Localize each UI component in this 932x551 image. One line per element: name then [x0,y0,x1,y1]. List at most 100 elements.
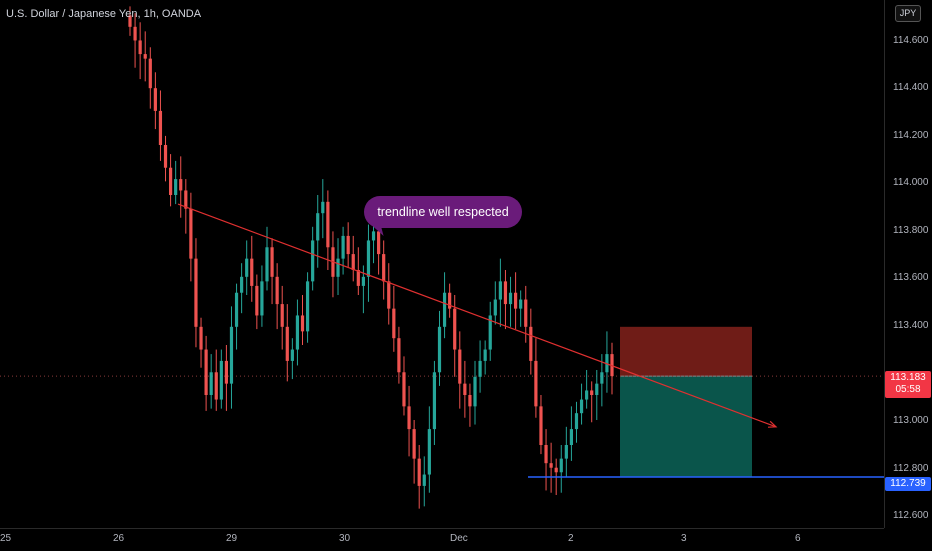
price-axis[interactable] [884,0,932,528]
candle-body [295,315,300,350]
candle-body [265,247,269,282]
candle-body [341,235,345,259]
price-tick: 113.000 [893,415,929,426]
candle-body [437,326,442,373]
candle-body [427,429,431,475]
candle-body [402,372,406,407]
candle-body [590,390,594,395]
candle-body [179,179,183,191]
candle-body [214,372,218,400]
candle-body [229,326,234,384]
candle-body [503,281,508,305]
candle-body [224,360,228,384]
time-tick: 6 [795,533,801,544]
time-tick: 3 [681,533,687,544]
candle-body [356,270,360,286]
candle-body [549,463,553,468]
candle-body [377,231,381,255]
trendline [177,203,777,428]
candle-body [158,110,163,145]
candle-body [519,299,523,309]
candle-body [539,406,543,445]
candle-body [579,399,584,414]
candle-body [458,349,462,384]
current-price-tag: 113.183 05:58 [885,371,931,398]
candle-body [204,349,208,395]
candle-body [585,390,589,400]
candle-body [184,190,188,209]
callout-annotation[interactable]: trendline well respected [364,196,522,228]
current-price-value: 113.183 [890,372,926,383]
candle-body [174,179,178,195]
candle-body [534,360,538,407]
symbol-title: U.S. Dollar / Japanese Yen, 1h, OANDA [6,8,202,20]
candle-body [569,429,574,445]
time-tick: 29 [226,533,238,544]
candle-body [387,281,391,309]
currency-badge[interactable]: JPY [895,5,921,22]
take-profit-zone [620,376,752,478]
time-axis[interactable] [0,528,884,551]
candle-body [255,285,259,316]
candle-body [321,201,325,214]
candle-body [564,445,568,459]
candle-body [270,247,274,277]
stop-loss-zone [620,326,752,377]
chart-area[interactable] [0,0,884,528]
candle-body [600,372,604,384]
candle-body [168,167,173,195]
candle-body [473,376,477,407]
price-tick: 112.600 [893,510,929,521]
candle-body [148,58,152,89]
candle-body [163,145,168,168]
candle-body [422,474,426,486]
candle-body [143,54,147,59]
price-tick: 114.400 [893,82,929,93]
candle-body [311,240,315,282]
candle-body [280,304,284,327]
candle-body [199,326,203,350]
time-tick: 30 [339,533,351,544]
candle-body [250,258,254,286]
candle-body [478,360,482,377]
candle-body [605,354,609,373]
candle-body [524,299,528,327]
candle-body [554,467,558,473]
candle-body [336,258,340,277]
candle-body [508,292,513,305]
time-tick: Dec [450,533,468,544]
candle-body [498,281,502,300]
price-tick: 113.800 [893,225,929,236]
candle-body [316,213,320,241]
candle-body [133,26,137,41]
candle-body [138,40,142,55]
candle-body [463,383,467,395]
candle-body [453,308,457,350]
candle-body [366,240,371,277]
trendline-arrow [767,420,778,428]
candle-body [153,88,157,111]
time-tick: 26 [113,533,125,544]
price-tick: 114.000 [893,177,929,188]
candle-body [285,326,289,361]
time-tick: 2 [568,533,574,544]
price-tick: 112.800 [893,463,929,474]
candle-body [219,360,223,400]
candle-body [371,231,376,241]
candle-body [448,292,452,309]
price-chart[interactable] [0,0,884,528]
candle-body [392,308,396,339]
candle-body [574,413,579,430]
candle-body [442,292,447,327]
candle-body [240,276,244,293]
candle-body [397,338,401,373]
candle-body [189,208,193,259]
candle-body [128,15,132,27]
candle-body [194,258,198,327]
price-tick: 114.600 [893,35,929,46]
candle-body [245,258,249,277]
candle-body [234,292,239,327]
candle-body [412,429,416,459]
candle-body [595,383,599,395]
candle-body [326,201,330,248]
